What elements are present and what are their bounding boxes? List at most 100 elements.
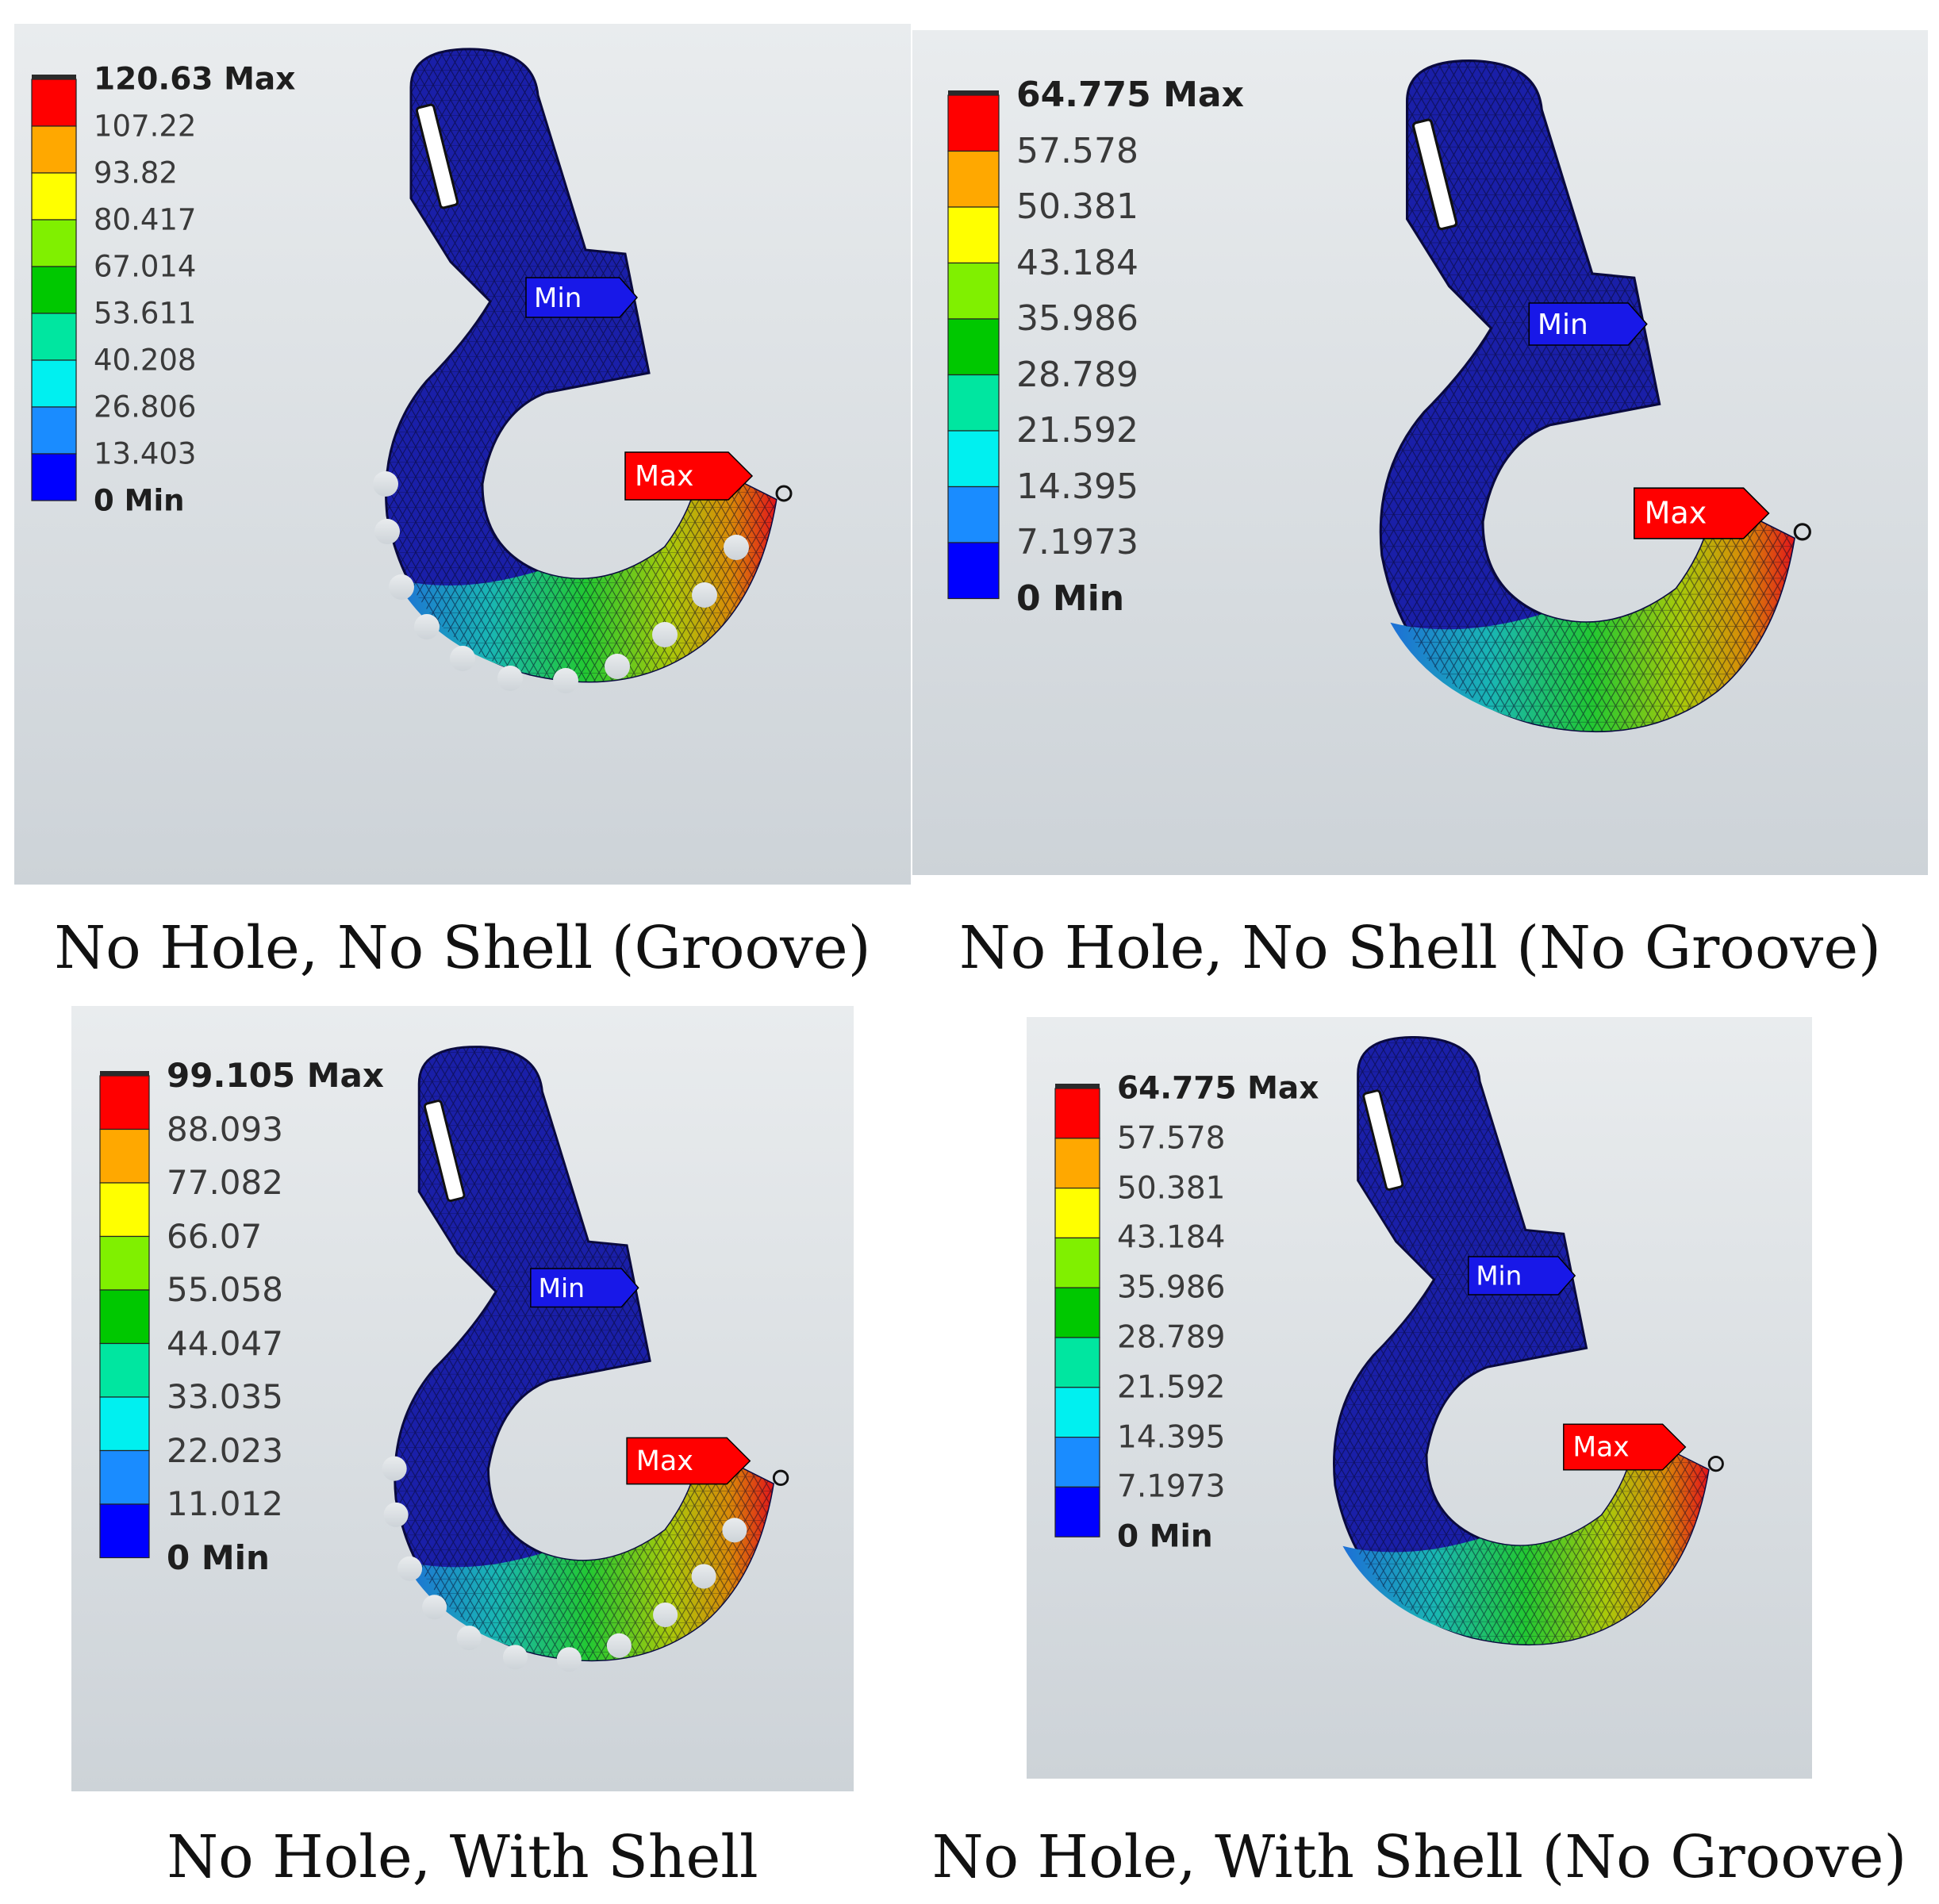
legend-label: 35.986 <box>1117 1269 1226 1306</box>
legend-band <box>99 1396 150 1452</box>
legend-label: 40.208 <box>94 343 197 378</box>
legend-band <box>31 453 77 501</box>
groove-notches <box>382 1456 747 1672</box>
max-probe-label: Max <box>636 1445 693 1477</box>
panel-shell: Min Max 99.105 Max 88.093 77.082 66.07 55.058 4… <box>71 1006 854 1791</box>
hook-mesh: Min Max <box>1332 1036 1724 1646</box>
legend-label: 11.012 <box>167 1484 283 1523</box>
groove-notches <box>373 471 749 693</box>
legend-label: 0 Min <box>167 1537 270 1577</box>
legend-label: 88.093 <box>167 1109 283 1149</box>
hook-mesh: Min Max <box>1379 60 1811 733</box>
min-probe-label: Min <box>534 282 582 314</box>
legend-band <box>31 79 77 127</box>
legend-label: 67.014 <box>94 249 197 284</box>
legend-band <box>947 262 1000 320</box>
legend-label: 50.381 <box>1117 1170 1226 1207</box>
hook-mesh: Min Max <box>382 1046 789 1672</box>
legend-band <box>947 542 1000 600</box>
legend-band <box>31 172 77 221</box>
legend-label: 21.592 <box>1117 1369 1226 1406</box>
legend-label: 14.395 <box>1117 1419 1226 1456</box>
legend-band <box>1054 1387 1100 1438</box>
legend-label: 0 Min <box>1016 578 1125 619</box>
legend-label: 43.184 <box>1117 1219 1226 1256</box>
legend-band <box>947 374 1000 432</box>
legend-label: 57.578 <box>1016 130 1138 171</box>
max-probe: Max <box>626 1437 751 1485</box>
legend-colorbar <box>947 90 1000 600</box>
legend-label: 77.082 <box>167 1163 283 1202</box>
legend-colorbar <box>31 75 77 501</box>
legend-label: 0 Min <box>1117 1518 1213 1555</box>
simulation-view: Min Max <box>1027 1017 1812 1779</box>
legend-label: 57.578 <box>1117 1120 1226 1157</box>
legend-band <box>31 359 77 408</box>
max-probe: Max <box>1563 1423 1687 1471</box>
legend-band <box>99 1128 150 1184</box>
max-probe: Max <box>1634 487 1770 539</box>
legend-label: 55.058 <box>167 1270 283 1309</box>
legend-label: 28.789 <box>1016 354 1138 395</box>
legend-label: 53.611 <box>94 296 197 331</box>
legend-label: 28.789 <box>1117 1319 1226 1356</box>
legend-band <box>1054 1436 1100 1488</box>
max-probe: Max <box>624 451 754 501</box>
panel-shell-no-groove: Min Max 64.775 Max 57.578 50.381 43.184 35.986… <box>1027 1017 1812 1779</box>
legend-band <box>99 1182 150 1238</box>
min-probe-label: Min <box>1476 1261 1522 1292</box>
legend-band <box>947 150 1000 208</box>
legend-label: 99.105 Max <box>167 1056 384 1095</box>
legend-band <box>1054 1088 1100 1139</box>
legend-band <box>1054 1486 1100 1537</box>
legend-band <box>947 206 1000 264</box>
legend-band <box>99 1342 150 1398</box>
legend-label: 64.775 Max <box>1016 75 1244 115</box>
max-probe-label: Max <box>1572 1432 1629 1464</box>
legend-band <box>1054 1237 1100 1288</box>
legend-label: 33.035 <box>167 1377 283 1416</box>
legend-band <box>31 406 77 455</box>
legend-label: 64.775 Max <box>1117 1070 1319 1107</box>
legend-label: 21.592 <box>1016 410 1138 451</box>
min-probe: Min <box>1468 1256 1576 1296</box>
legend-label: 93.82 <box>94 155 178 190</box>
legend-band <box>31 313 77 361</box>
legend-band <box>947 318 1000 376</box>
panel-no-groove: Min Max 64.775 Max 57.578 50.381 43.184 35.986… <box>912 30 1928 875</box>
legend-band <box>31 125 77 174</box>
legend-label: 26.806 <box>94 390 197 424</box>
caption-shell-no-groove: No Hole, With Shell (No Groove) <box>931 1823 1907 1891</box>
legend-band <box>99 1503 150 1559</box>
min-probe: Min <box>1528 302 1648 346</box>
legend-band <box>31 219 77 267</box>
legend-band <box>947 486 1000 543</box>
max-probe-label: Max <box>1645 496 1707 531</box>
legend-label: 22.023 <box>167 1430 283 1470</box>
caption-no-groove: No Hole, No Shell (No Groove) <box>959 914 1881 982</box>
legend-label: 120.63 Max <box>94 61 296 98</box>
legend-label: 44.047 <box>167 1323 283 1363</box>
legend-band <box>1054 1188 1100 1239</box>
legend-label: 43.184 <box>1016 242 1138 283</box>
hook-mesh: Min Max <box>373 48 793 693</box>
legend-label: 66.07 <box>167 1216 263 1256</box>
legend-band <box>947 430 1000 488</box>
legend-band <box>99 1075 150 1130</box>
caption-shell: No Hole, With Shell <box>167 1823 758 1891</box>
legend-band <box>31 266 77 314</box>
legend-label: 107.22 <box>94 109 197 144</box>
legend-label: 80.417 <box>94 202 197 237</box>
legend-colorbar <box>99 1071 150 1559</box>
legend-band <box>947 94 1000 152</box>
simulation-view: Min Max <box>14 24 911 885</box>
min-probe-label: Min <box>1538 309 1588 341</box>
legend-label: 7.1973 <box>1117 1468 1226 1505</box>
min-probe: Min <box>525 277 638 318</box>
legend-band <box>99 1449 150 1505</box>
caption-groove: No Hole, No Shell (Groove) <box>54 914 871 982</box>
legend-label: 50.381 <box>1016 186 1138 227</box>
legend-band <box>99 1235 150 1291</box>
legend-label: 7.1973 <box>1016 522 1138 562</box>
legend-label: 14.395 <box>1016 466 1138 507</box>
